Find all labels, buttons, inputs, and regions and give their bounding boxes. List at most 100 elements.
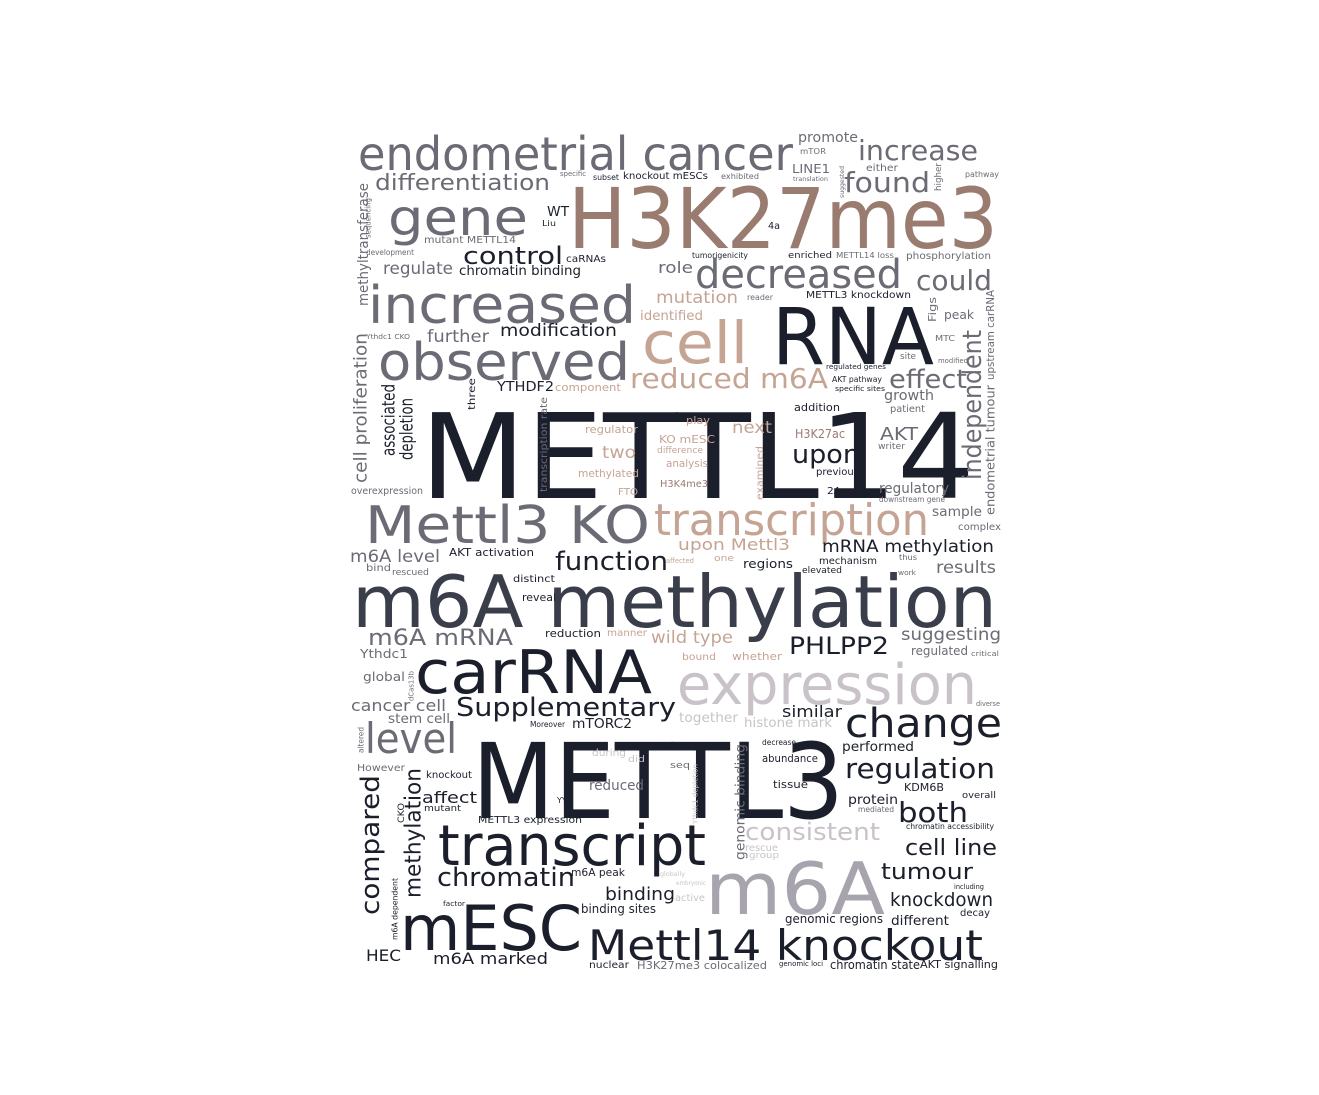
- word-170: YY1: [556, 796, 572, 805]
- word-7: increased: [368, 276, 636, 336]
- word-97: METTL14 loss: [836, 251, 894, 260]
- word-47: modification: [500, 321, 617, 341]
- word-84: binding sites: [581, 902, 656, 916]
- word-141: reader: [747, 293, 774, 302]
- word-190: decay: [960, 908, 990, 919]
- word-167: knockout: [426, 770, 472, 781]
- word-8: carRNA: [415, 638, 652, 708]
- word-24: regulation: [845, 752, 995, 785]
- word-85: H3K27me3 colocalized: [637, 959, 767, 972]
- word-163: critical: [971, 650, 999, 658]
- word-134: play: [686, 414, 710, 427]
- word-94: caRNAs: [566, 254, 606, 265]
- word-32: function: [555, 547, 668, 577]
- word-70: regulated: [911, 644, 968, 658]
- word-109: sequencing: [363, 198, 372, 238]
- word-5: m6A: [705, 847, 885, 931]
- word-88: nuclear: [589, 960, 630, 971]
- word-193: suggested: [839, 166, 846, 198]
- word-98: knockout mESCs: [623, 171, 708, 182]
- word-120: specific sites: [835, 385, 885, 393]
- word-60: two: [602, 443, 636, 463]
- word-6: expression: [677, 653, 977, 718]
- word-57: next: [732, 418, 772, 438]
- word-82: genomic regions: [785, 912, 883, 926]
- word-181: decrease: [762, 738, 796, 747]
- word-34: control: [463, 242, 563, 270]
- word-11: cell: [642, 309, 748, 377]
- word-196: diverse: [976, 700, 1000, 708]
- word-1: METTL3: [472, 721, 844, 843]
- word-51: suggesting: [901, 625, 1001, 645]
- word-188: m6A dependent: [390, 878, 399, 940]
- word-12: observed: [378, 333, 630, 393]
- word-76: protein: [848, 793, 898, 808]
- word-46: cell proliferation: [350, 333, 371, 483]
- word-147: distinct: [513, 574, 555, 585]
- word-50: mRNA methylation: [822, 537, 994, 557]
- word-149: reduction: [545, 627, 601, 640]
- word-69: reduced: [589, 778, 644, 794]
- word-191: genomic loci: [779, 960, 823, 968]
- word-127: downstream gene: [879, 495, 945, 504]
- word-29: both: [898, 796, 968, 829]
- word-182: rescue: [745, 843, 778, 854]
- word-126: 2A: [827, 486, 841, 497]
- word-121: patient: [890, 404, 925, 415]
- word-156: mechanism: [819, 556, 877, 567]
- word-33: PHLPP2: [789, 632, 889, 660]
- word-71: genomic binding: [733, 744, 748, 860]
- word-187: factor: [443, 900, 465, 908]
- word-65: methyltransferase: [356, 183, 372, 306]
- word-27: chromatin: [437, 863, 575, 893]
- word-135: methylated: [578, 467, 639, 480]
- word-178: overall: [962, 791, 996, 801]
- word-67: HEC: [366, 946, 401, 965]
- word-192: translation: [793, 176, 828, 183]
- word-138: transcription rate: [539, 397, 550, 492]
- word-112: peak: [944, 308, 974, 322]
- word-123: H3K27ac: [795, 427, 845, 441]
- word-26: effect: [889, 365, 967, 395]
- word-2: H3K27me3: [568, 170, 998, 268]
- word-154: affected: [666, 557, 694, 565]
- word-136: FTO: [618, 487, 638, 498]
- word-110: development: [366, 248, 414, 257]
- word-43: mutation: [656, 288, 738, 308]
- word-140: component: [555, 381, 622, 394]
- word-10: mESC: [400, 892, 582, 965]
- word-148: reveal: [522, 591, 556, 604]
- word-119: AKT pathway: [832, 375, 882, 384]
- word-137: examined: [755, 446, 766, 500]
- word-79: performed: [842, 740, 914, 755]
- word-179: mediated: [858, 805, 894, 814]
- word-40: upon: [792, 440, 860, 470]
- word-162: dCas13b: [408, 670, 416, 701]
- word-0: METTL14: [420, 388, 975, 526]
- word-53: binding: [605, 884, 675, 905]
- word-145: rescued: [392, 568, 429, 578]
- word-80: together: [679, 711, 739, 726]
- word-61: role: [658, 258, 693, 277]
- word-124: writer: [878, 442, 905, 452]
- word-89: m6A peak: [571, 866, 626, 879]
- word-169: CKO: [397, 803, 407, 823]
- word-153: one: [714, 554, 735, 564]
- word-54: results: [936, 558, 996, 578]
- word-122: addition: [794, 401, 840, 414]
- word-185: embryonic: [676, 880, 706, 887]
- word-103: either: [866, 163, 899, 174]
- word-21: increase: [858, 134, 978, 167]
- word-49: regulate: [383, 259, 453, 279]
- word-130: difference: [657, 446, 703, 456]
- word-180: chromatin accessibility: [906, 822, 994, 831]
- word-150: manner: [607, 628, 648, 639]
- word-165: Moreover: [530, 720, 566, 729]
- word-83: different: [891, 914, 949, 929]
- word-173: seq: [670, 761, 690, 771]
- word-186: active: [675, 893, 705, 904]
- word-4: RNA: [772, 293, 934, 383]
- word-19: change: [845, 701, 1002, 747]
- word-81: mTORC2: [572, 717, 632, 732]
